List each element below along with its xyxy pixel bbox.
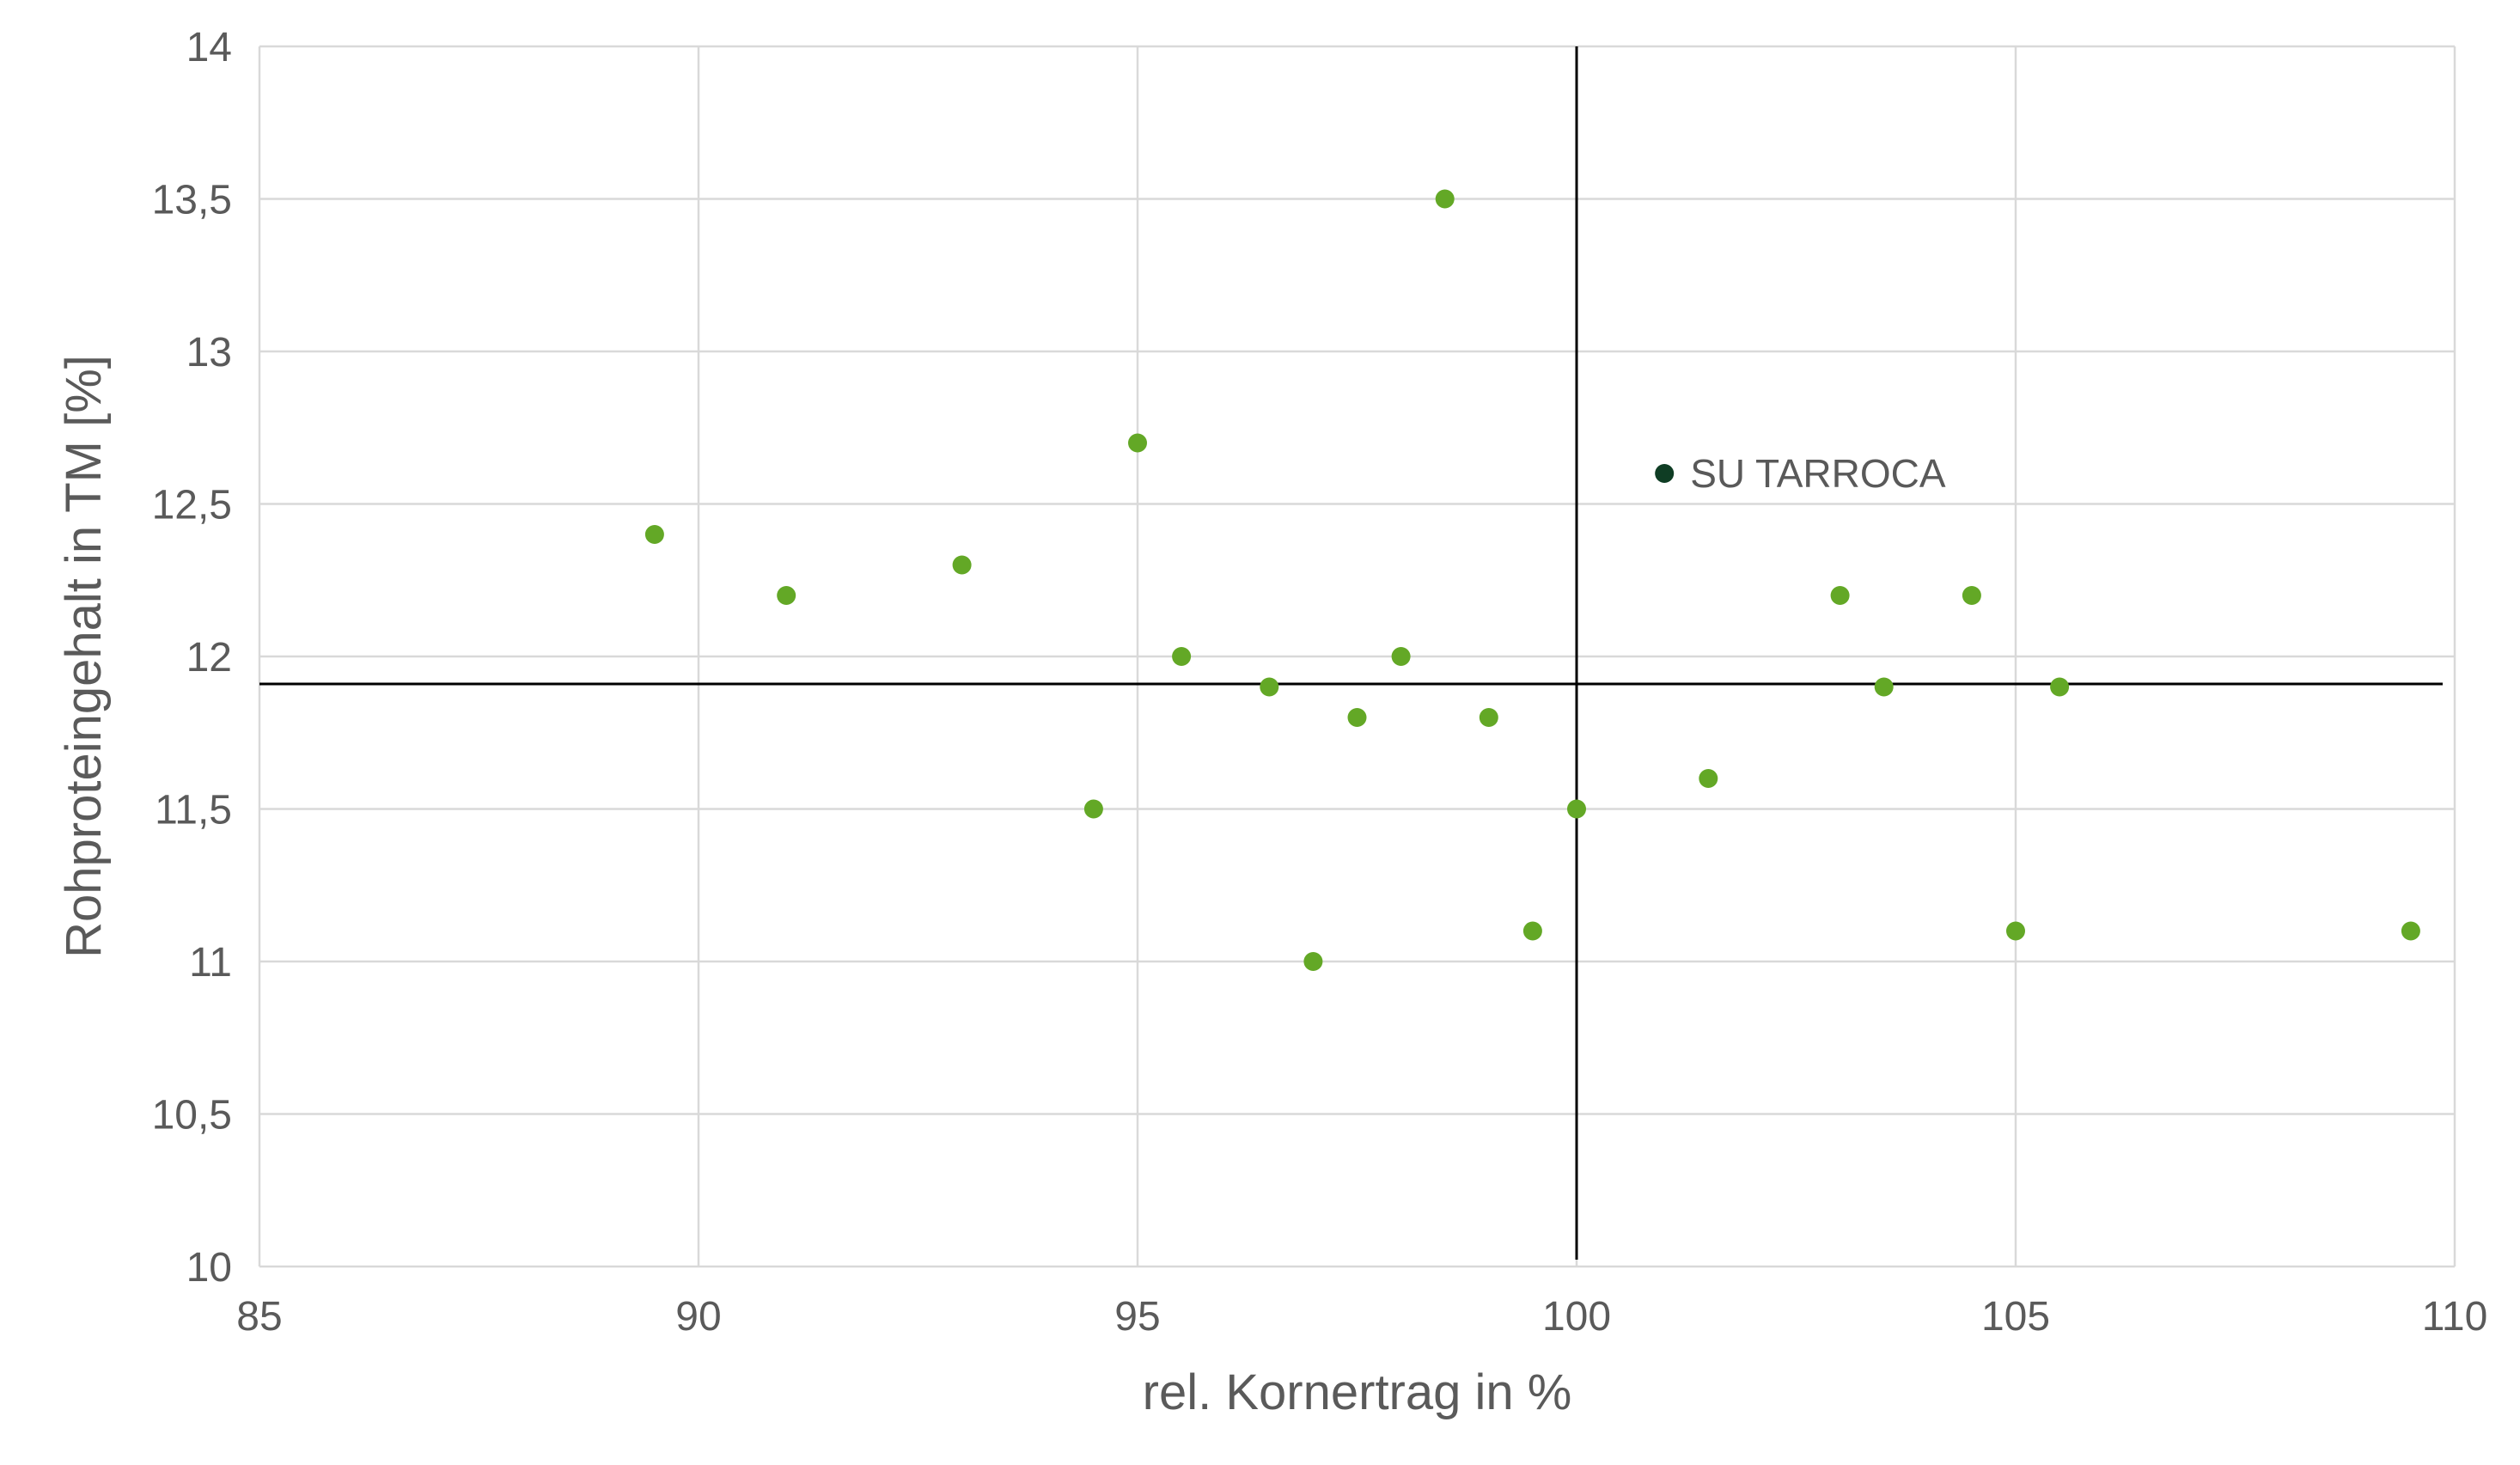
data-points bbox=[644, 189, 2420, 971]
data-point bbox=[2006, 921, 2025, 941]
data-point bbox=[1347, 708, 1367, 727]
data-point bbox=[1260, 677, 1279, 697]
data-point bbox=[1435, 189, 1455, 209]
data-point bbox=[1522, 921, 1542, 941]
data-point bbox=[952, 555, 972, 575]
x-axis-ticks: 85 90 95 100 105 110 bbox=[236, 1294, 2487, 1340]
data-point bbox=[1699, 769, 1718, 788]
x-tick-label: 100 bbox=[1542, 1294, 1611, 1340]
data-point bbox=[1830, 586, 1850, 605]
y-tick-label: 13 bbox=[186, 330, 232, 375]
data-point bbox=[1874, 677, 1894, 697]
point-labels: SU TARROCA bbox=[1690, 451, 1946, 496]
y-tick-label: 11 bbox=[189, 940, 232, 986]
x-tick-label: 95 bbox=[1114, 1294, 1160, 1340]
data-point bbox=[1391, 647, 1411, 666]
y-tick-label: 12 bbox=[186, 635, 232, 681]
data-point bbox=[1172, 647, 1192, 666]
y-tick-label: 10 bbox=[186, 1245, 232, 1291]
data-point bbox=[1962, 586, 1981, 605]
highlight-point bbox=[1655, 464, 1675, 483]
data-point bbox=[1303, 952, 1323, 971]
point-label: SU TARROCA bbox=[1690, 451, 1946, 496]
y-tick-label: 10,5 bbox=[152, 1093, 232, 1138]
x-axis-title: rel. Kornertrag in % bbox=[1143, 1364, 1572, 1420]
x-tick-label: 85 bbox=[236, 1294, 282, 1340]
data-point bbox=[777, 586, 796, 605]
y-tick-label: 12,5 bbox=[152, 483, 232, 528]
data-point bbox=[1083, 799, 1103, 819]
data-point bbox=[2050, 677, 2070, 697]
x-tick-label: 90 bbox=[675, 1294, 721, 1340]
y-axis-title: Rohproteingehalt in TM [%] bbox=[56, 355, 112, 958]
x-tick-label: 105 bbox=[1981, 1294, 2050, 1340]
y-tick-label: 14 bbox=[186, 25, 232, 70]
y-axis-ticks: 10 10,5 11 11,5 12 12,5 13 13,5 14 bbox=[152, 25, 232, 1291]
data-point bbox=[1479, 708, 1498, 727]
data-point bbox=[2401, 921, 2420, 941]
reference-lines bbox=[259, 46, 2443, 1260]
grid-lines bbox=[258, 45, 2456, 1268]
data-point bbox=[644, 525, 664, 544]
y-tick-label: 13,5 bbox=[152, 178, 232, 223]
data-point bbox=[1128, 433, 1147, 453]
y-tick-label: 11,5 bbox=[155, 788, 232, 833]
data-point bbox=[1567, 799, 1586, 819]
x-tick-label: 110 bbox=[2422, 1294, 2488, 1340]
